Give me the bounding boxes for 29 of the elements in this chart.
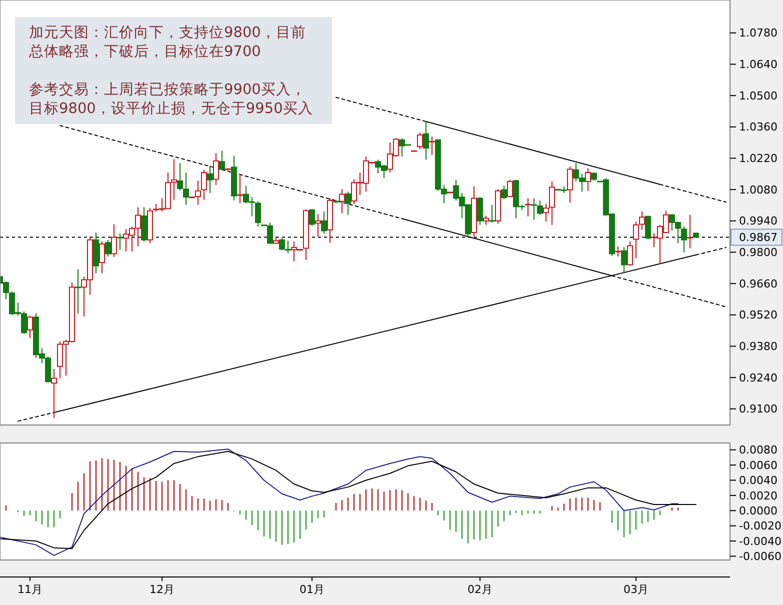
y-tick-label: -0.0060 — [739, 550, 782, 564]
ref-line-label: 0.9867 — [739, 231, 778, 244]
y-tick-label: 0.9800 — [739, 246, 778, 260]
x-tick-label: 03月 — [623, 583, 648, 596]
x-tick-label: 12月 — [149, 583, 174, 596]
y-tick-label: 0.0020 — [739, 489, 778, 502]
y-tick-label: 0.9520 — [739, 308, 778, 322]
y-tick-label: 0.0080 — [739, 444, 778, 457]
y-tick-label: 1.0500 — [739, 89, 778, 102]
y-tick-label: 1.0640 — [739, 58, 778, 72]
y-tick-label: 0.9380 — [739, 340, 778, 354]
y-tick-label: -0.0020 — [739, 520, 782, 533]
y-tick-label: -0.0040 — [739, 534, 782, 548]
y-tick-label: 1.0360 — [739, 120, 778, 134]
y-tick-label: 0.0060 — [739, 458, 778, 472]
x-tick-label: 02月 — [467, 583, 492, 596]
x-tick-label: 11月 — [18, 583, 42, 596]
y-tick-label: 1.0080 — [739, 183, 778, 196]
annotation: 参考交易：上周若已按策略于9900买入，目标9800，设平价止损，无仓于9950买入 — [29, 81, 313, 117]
y-tick-label: 0.0000 — [739, 504, 778, 518]
y-tick-label: 0.9940 — [739, 214, 778, 228]
x-tick-label: 01月 — [299, 583, 324, 596]
y-tick-label: 0.9100 — [739, 402, 778, 416]
y-tick-label: 0.9240 — [739, 371, 778, 384]
y-tick-label: 1.0220 — [739, 152, 778, 166]
y-tick-label: 0.0040 — [739, 474, 778, 488]
y-tick-label: 1.0780 — [739, 26, 778, 40]
annotation: 加元天图：汇价向下，支持位9800，目前总体略强，下破后，目标位在9700 — [28, 24, 306, 60]
y-tick-label: 0.9660 — [739, 277, 778, 290]
